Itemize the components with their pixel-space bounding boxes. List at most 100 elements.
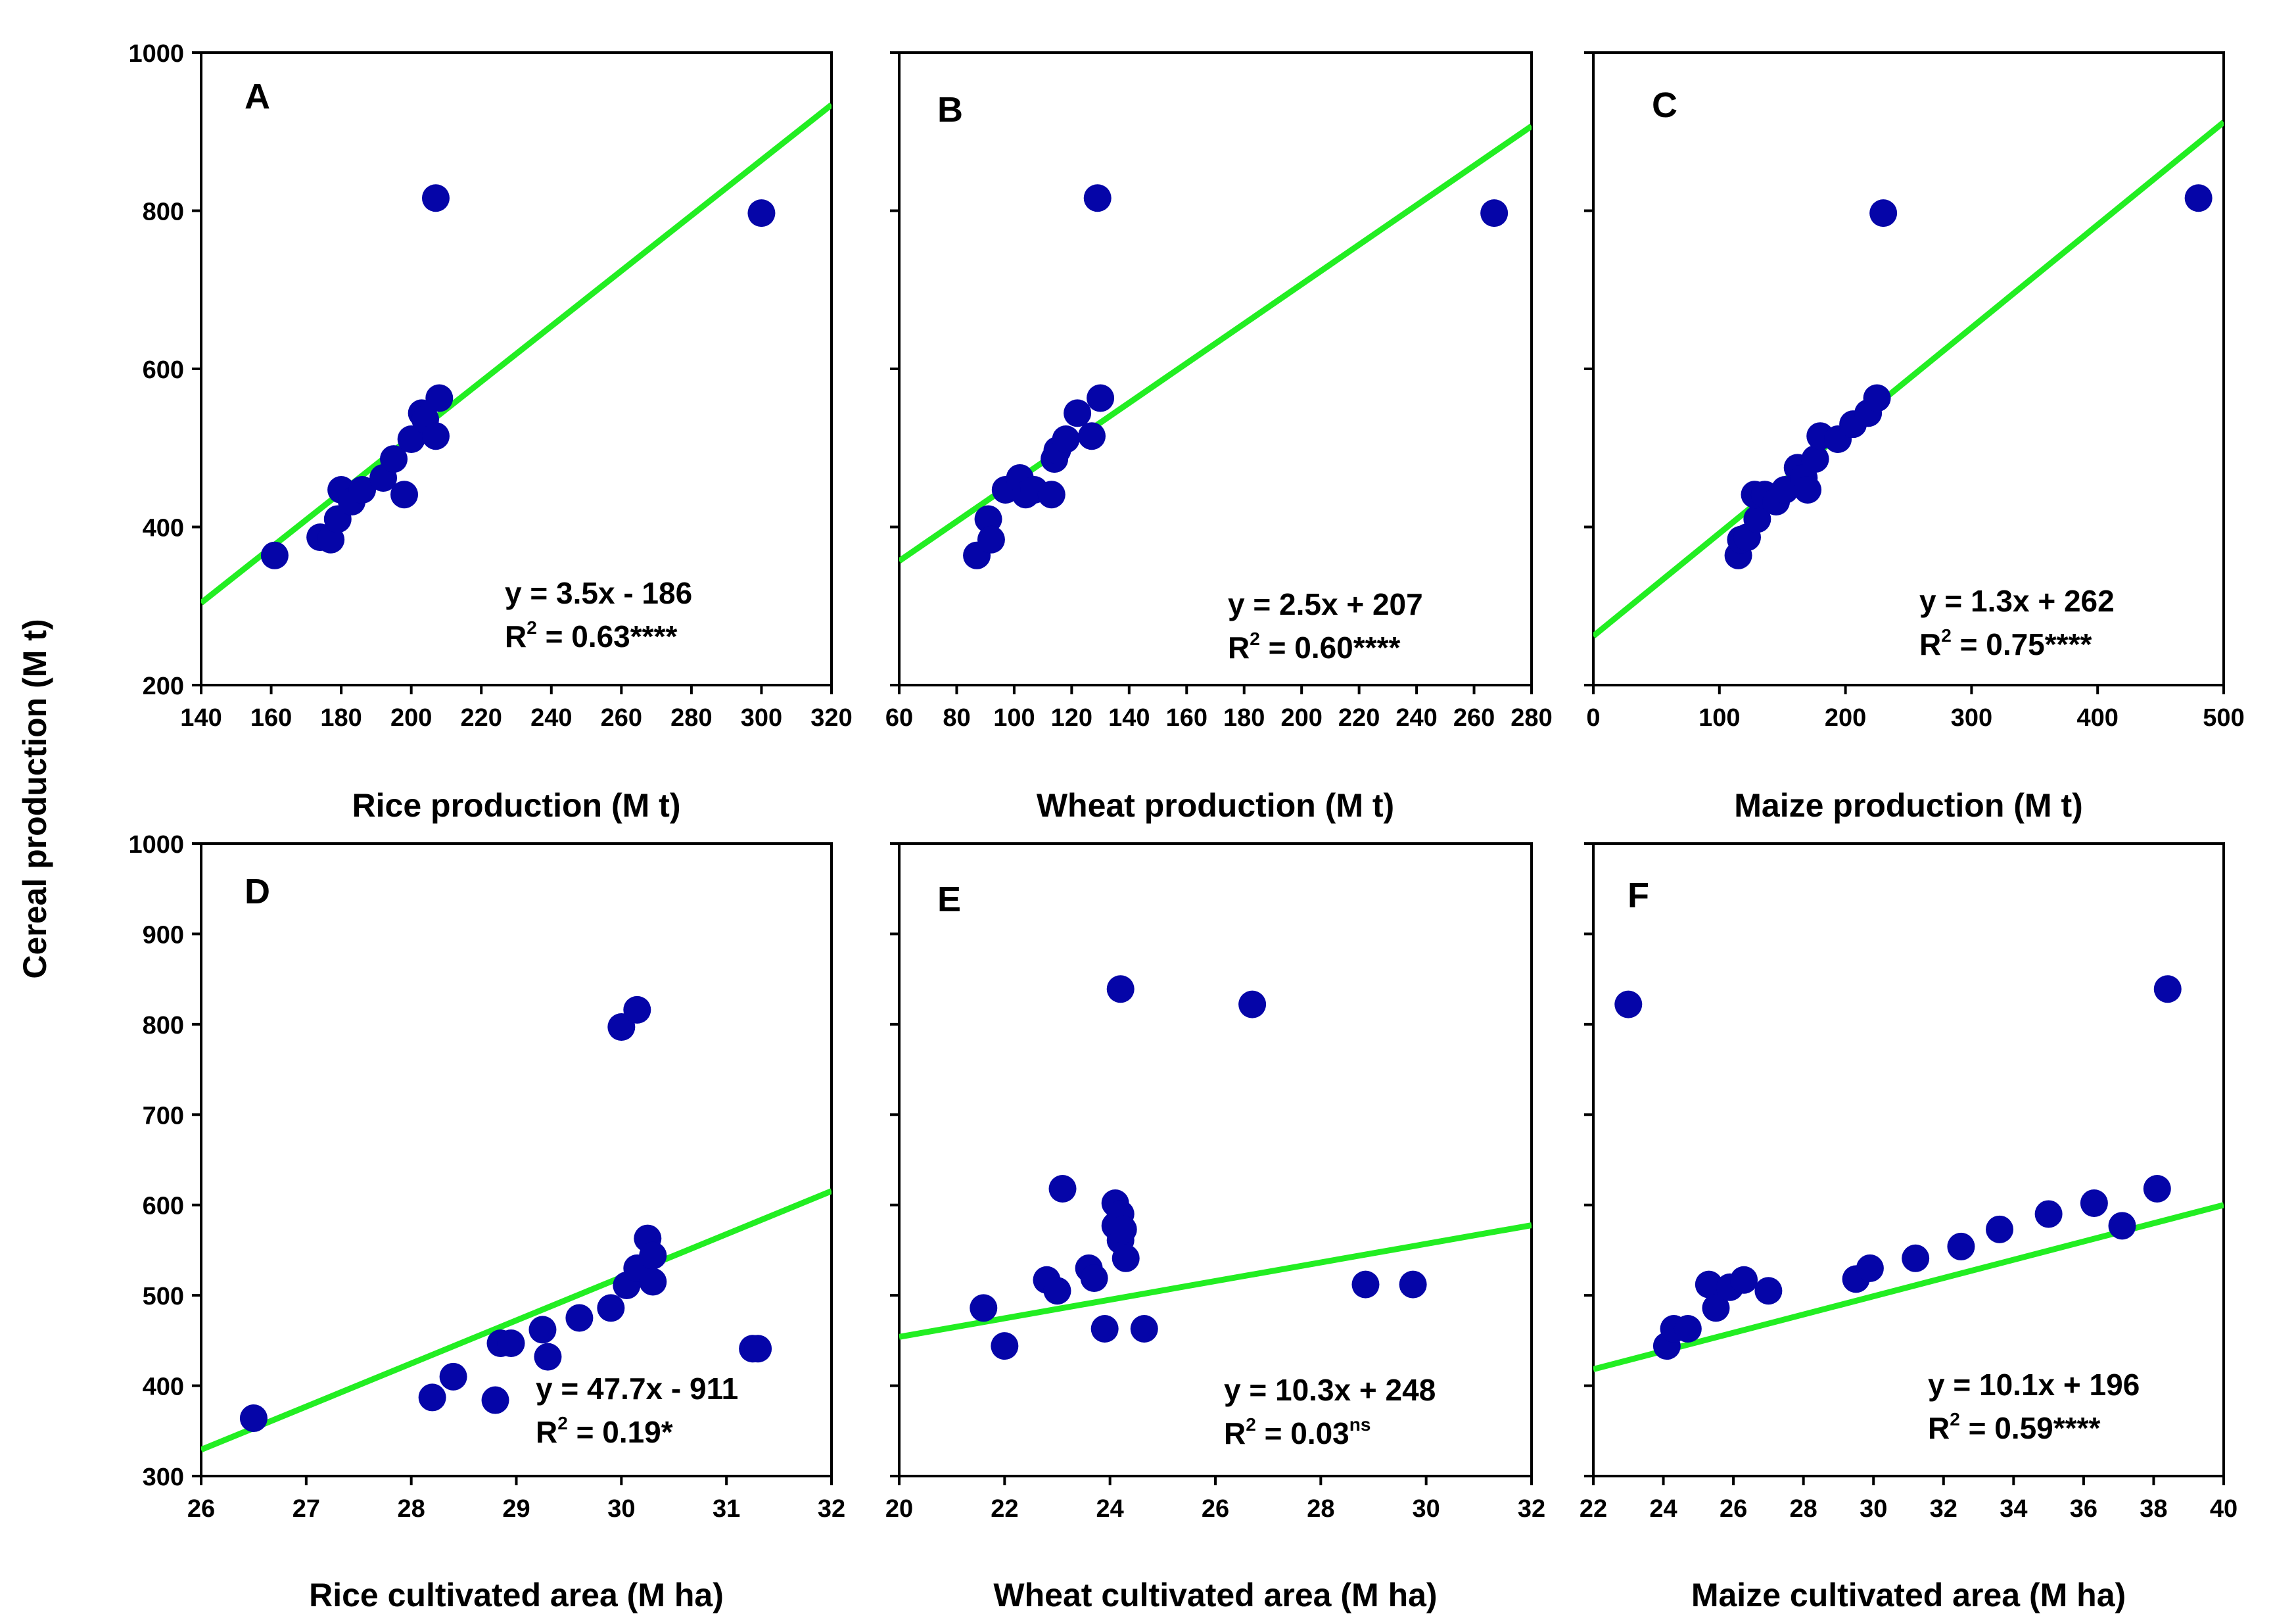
panel-letter: A bbox=[245, 77, 270, 116]
x-tick-label: 400 bbox=[2076, 704, 2118, 732]
x-tick-label: 26 bbox=[187, 1495, 215, 1523]
data-point bbox=[1399, 1270, 1427, 1299]
panel-letter: F bbox=[1628, 876, 1649, 915]
data-point bbox=[1087, 384, 1115, 412]
x-tick-label: 200 bbox=[390, 704, 432, 732]
regression-line bbox=[899, 1222, 1532, 1340]
x-tick-label: 280 bbox=[1511, 704, 1552, 732]
x-tick-label: 27 bbox=[293, 1495, 320, 1523]
r2-prefix: R bbox=[1228, 631, 1250, 665]
r2-prefix: R bbox=[536, 1415, 557, 1449]
regression-line bbox=[201, 102, 832, 606]
panel-c: 0 100 200 300 400 500 Cy = 1.3x + 262 R2 = 0.75… bbox=[1584, 51, 2245, 824]
plot-frame bbox=[898, 842, 1533, 1477]
x-axis-label: Maize cultivated area (M ha) bbox=[1691, 1577, 2126, 1613]
data-point bbox=[1351, 1270, 1380, 1299]
plot-frame bbox=[898, 51, 1533, 686]
data-point bbox=[597, 1294, 625, 1322]
x-tick-label: 220 bbox=[461, 704, 502, 732]
data-point bbox=[1048, 1174, 1077, 1203]
data-point bbox=[1902, 1244, 1930, 1272]
x-tick-label: 32 bbox=[818, 1495, 845, 1523]
data-point bbox=[1695, 1270, 1723, 1299]
r2-superscript: 2 bbox=[1246, 1414, 1256, 1435]
r-squared-label: R2 = 0.75**** bbox=[1919, 625, 2092, 661]
data-point bbox=[1238, 990, 1267, 1018]
y-tick-label: 1000 bbox=[128, 40, 184, 68]
data-point bbox=[439, 1362, 467, 1391]
x-tick-label: 200 bbox=[1280, 704, 1322, 732]
shared-y-axis-label: Cereal production (M t) bbox=[16, 619, 53, 978]
data-point bbox=[1856, 1254, 1884, 1282]
x-tick-label: 40 bbox=[2210, 1495, 2237, 1523]
data-point bbox=[2153, 975, 2182, 1003]
panel-f: 22 24 26 28 30 32 34 36 38 40 Fy = 10.1x + 196 R2 =… bbox=[1580, 842, 2237, 1613]
x-tick-label: 32 bbox=[1930, 1495, 1957, 1523]
panel-letter: D bbox=[245, 872, 270, 911]
y-tick-label: 800 bbox=[143, 1012, 184, 1039]
regression-line bbox=[201, 1188, 832, 1453]
data-point bbox=[1083, 184, 1112, 212]
data-point bbox=[1947, 1232, 1975, 1260]
x-tick-label: 38 bbox=[2140, 1495, 2167, 1523]
x-tick-label: 240 bbox=[530, 704, 572, 732]
data-point bbox=[991, 1332, 1019, 1360]
x-tick-label: 80 bbox=[943, 704, 970, 732]
x-tick-label: 140 bbox=[180, 704, 222, 732]
data-point bbox=[639, 1268, 667, 1296]
r-squared-label: R2 = 0.59**** bbox=[1928, 1409, 2100, 1445]
regression-equation: y = 3.5x - 186 bbox=[505, 576, 692, 610]
x-tick-label: 20 bbox=[885, 1495, 913, 1523]
x-axis-label: Wheat cultivated area (M ha) bbox=[993, 1577, 1437, 1613]
data-point bbox=[260, 541, 289, 569]
panel-letter: B bbox=[937, 90, 963, 130]
data-point bbox=[1077, 422, 1106, 450]
r-squared-label: R2 = 0.03ns bbox=[1224, 1414, 1371, 1450]
data-point bbox=[1106, 975, 1135, 1003]
x-tick-label: 180 bbox=[1223, 704, 1265, 732]
panel-e: 20 22 24 26 28 30 32 Ey = 10.3x + 248 R2 = 0.03n… bbox=[885, 842, 1545, 1613]
data-point bbox=[1674, 1314, 1702, 1343]
x-tick-label: 24 bbox=[1096, 1495, 1124, 1523]
r2-prefix: R bbox=[1224, 1416, 1246, 1450]
panel-letter: C bbox=[1652, 85, 1677, 125]
data-point bbox=[348, 475, 377, 504]
r2-significance: ns bbox=[1349, 1414, 1371, 1435]
panel-d: 26 27 28 29 30 31 32 300 400 500 600 700 800 900 1000 D… bbox=[128, 831, 845, 1613]
x-tick-label: 260 bbox=[601, 704, 642, 732]
r2-superscript: 2 bbox=[557, 1413, 568, 1433]
x-tick-label: 29 bbox=[502, 1495, 530, 1523]
data-point bbox=[2108, 1212, 2136, 1240]
r2-prefix: R bbox=[1928, 1411, 1950, 1445]
y-tick-label: 300 bbox=[143, 1464, 184, 1491]
x-axis-label: Rice production (M t) bbox=[352, 787, 681, 824]
y-tick-label: 900 bbox=[143, 921, 184, 949]
x-tick-label: 500 bbox=[2203, 704, 2244, 732]
x-tick-label: 100 bbox=[1699, 704, 1740, 732]
r2-superscript: 2 bbox=[1941, 625, 1952, 646]
r2-superscript: 2 bbox=[527, 617, 537, 638]
regression-line bbox=[1593, 120, 2224, 638]
x-tick-label: 100 bbox=[993, 704, 1035, 732]
y-tick-label: 1000 bbox=[128, 831, 184, 859]
x-tick-label: 200 bbox=[1825, 704, 1866, 732]
x-tick-label: 30 bbox=[1860, 1495, 1887, 1523]
x-tick-label: 0 bbox=[1586, 704, 1600, 732]
data-point bbox=[1090, 1314, 1119, 1343]
data-point bbox=[1112, 1244, 1140, 1272]
data-point bbox=[1794, 475, 1822, 504]
r2-superscript: 2 bbox=[1250, 629, 1260, 649]
x-tick-label: 36 bbox=[2070, 1495, 2097, 1523]
x-tick-label: 26 bbox=[1720, 1495, 1747, 1523]
x-tick-label: 320 bbox=[810, 704, 852, 732]
y-tick-label: 400 bbox=[143, 1373, 184, 1401]
data-point bbox=[1801, 445, 1829, 473]
r2-value: = 0.75**** bbox=[1952, 627, 2092, 661]
x-tick-label: 28 bbox=[1790, 1495, 1817, 1523]
data-point bbox=[425, 384, 454, 412]
x-tick-label: 26 bbox=[1202, 1495, 1229, 1523]
y-tick-label: 700 bbox=[143, 1102, 184, 1130]
data-point bbox=[1080, 1264, 1108, 1293]
x-tick-label: 160 bbox=[250, 704, 292, 732]
regression-equation: y = 47.7x - 911 bbox=[536, 1372, 738, 1406]
